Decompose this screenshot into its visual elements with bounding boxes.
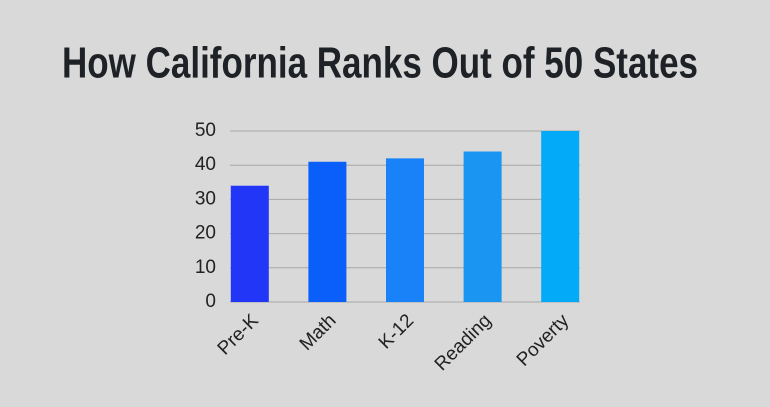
bar [541,131,580,302]
y-tick-label: 10 [195,257,216,278]
y-tick-label: 30 [195,188,216,209]
bar [386,158,424,302]
chart-title: How California Ranks Out of 50 States [62,39,698,88]
y-tick-label: 0 [205,291,216,312]
bar [463,151,502,302]
y-tick-label: 20 [195,223,216,244]
y-tick-label: 40 [195,154,216,175]
bar [230,185,269,302]
y-tick-label: 50 [195,120,216,141]
bar [308,161,347,302]
